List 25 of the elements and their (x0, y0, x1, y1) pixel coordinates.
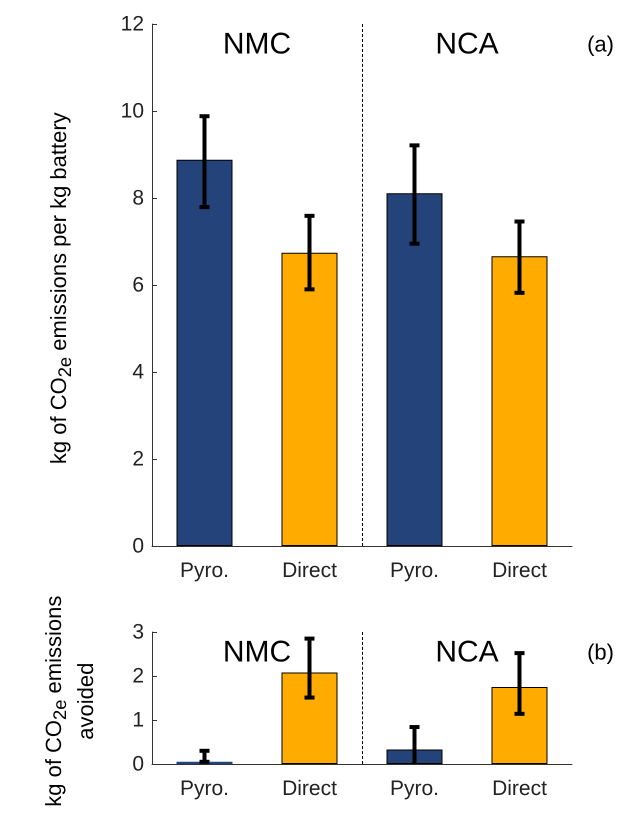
y-tick-label: 4 (132, 360, 144, 384)
y-tick-label: 8 (132, 186, 144, 210)
y-tick-label: 0 (132, 752, 144, 776)
y-tick-label: 6 (132, 274, 144, 296)
y-tick-label: 2 (132, 448, 144, 470)
x-tick-label: Direct (282, 559, 338, 582)
x-tick-label: Pyro. (390, 559, 440, 582)
annotation: NMC (222, 28, 292, 60)
y-tick-label: 0 (132, 534, 144, 558)
y-tick-label: 2 (132, 664, 144, 688)
text: (b) (587, 640, 614, 664)
x-tick-label: Pyro. (390, 777, 440, 800)
x-tick-label: Pyro. (180, 777, 230, 800)
annotation: NCA (435, 28, 499, 60)
x-tick-label: Direct (492, 777, 548, 800)
x-tick-label: Pyro. (180, 559, 230, 582)
y-tick-label: 3 (132, 620, 144, 644)
x-tick-label: Direct (492, 559, 548, 582)
y-tick-label: 1 (132, 708, 144, 732)
y-tick-label: 12 (120, 12, 144, 36)
text: (a) (587, 32, 614, 56)
annotation: NMC (222, 636, 292, 668)
y-tick-label: 10 (120, 100, 144, 122)
x-tick-label: Direct (282, 777, 338, 800)
annotation: NCA (435, 636, 499, 668)
